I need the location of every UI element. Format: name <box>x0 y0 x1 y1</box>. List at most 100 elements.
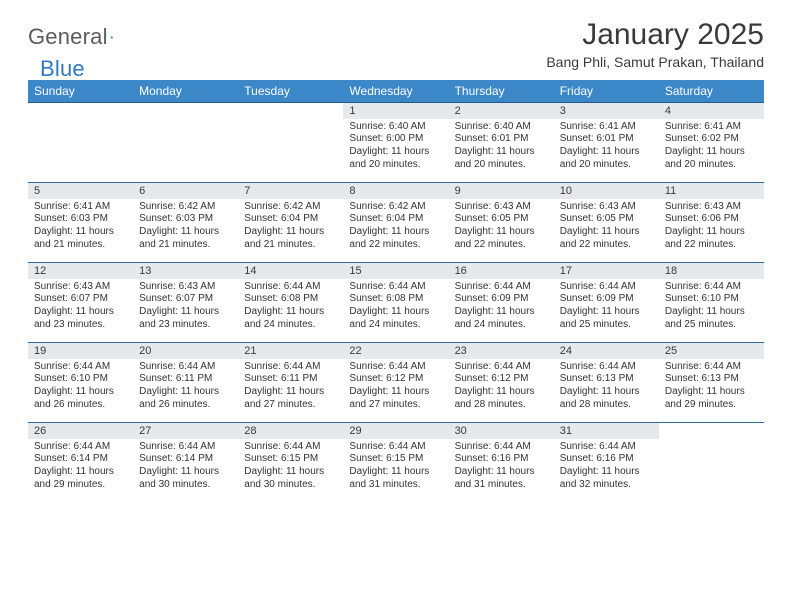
daylight-text: Daylight: 11 hours and 29 minutes. <box>665 386 758 412</box>
details-row: Sunrise: 6:44 AM Sunset: 6:10 PM Daylight:… <box>28 359 764 423</box>
daynum-row: 19202122232425 <box>28 343 764 359</box>
daylight-text: Daylight: 11 hours and 24 minutes. <box>455 306 548 332</box>
sunset-text: Sunset: 6:02 PM <box>665 133 758 146</box>
daynum-row: 567891011 <box>28 183 764 199</box>
details-row: Sunrise: 6:40 AMSunset: 6:00 PMDaylight:… <box>28 119 764 183</box>
day-details-cell: Sunrise: 6:43 AMSunset: 6:05 PMDaylight:… <box>449 199 554 263</box>
day-details-cell <box>28 119 133 183</box>
day-details-cell: Sunrise: 6:44 AMSunset: 6:15 PMDaylight:… <box>238 439 343 503</box>
daylight-text: Daylight: 11 hours and 20 minutes. <box>349 146 442 172</box>
sunset-text: Sunset: 6:05 PM <box>560 213 653 226</box>
day-number-cell: 20 <box>133 343 238 359</box>
daynum-row: 12131415161718 <box>28 263 764 279</box>
details-row: Sunrise: 6:43 AMSunset: 6:07 PMDaylight:… <box>28 279 764 343</box>
day-number-cell: 10 <box>554 183 659 199</box>
sunset-text: Sunset: 6:14 PM <box>34 453 127 466</box>
day-number-cell: 12 <box>28 263 133 279</box>
daylight-text: Daylight: 11 hours and 20 minutes. <box>665 146 758 172</box>
daynum-row: 1234 <box>28 103 764 119</box>
sunrise-text: Sunrise: 6:44 AM <box>455 361 548 374</box>
details-row: Sunrise: 6:41 AMSunset: 6:03 PMDaylight:… <box>28 199 764 263</box>
daylight-text: Daylight: 11 hours and 20 minutes. <box>455 146 548 172</box>
sunrise-text: Sunrise: 6:43 AM <box>665 201 758 214</box>
sunrise-text: Sunrise: 6:42 AM <box>244 201 337 214</box>
daylight-text: Daylight: 11 hours and 23 minutes. <box>139 306 232 332</box>
day-details-cell: Sunrise: 6:41 AMSunset: 6:03 PMDaylight:… <box>28 199 133 263</box>
sunset-text: Sunset: 6:08 PM <box>349 293 442 306</box>
daylight-text: Daylight: 11 hours and 29 minutes. <box>34 466 127 492</box>
day-number-cell: 3 <box>554 103 659 119</box>
daylight-text: Daylight: 11 hours and 22 minutes. <box>665 226 758 252</box>
sunrise-text: Sunrise: 6:44 AM <box>139 441 232 454</box>
day-details-cell: Sunrise: 6:42 AMSunset: 6:03 PMDaylight:… <box>133 199 238 263</box>
day-details-cell: Sunrise: 6:44 AMSunset: 6:10 PMDaylight:… <box>28 359 133 423</box>
day-number-cell: 6 <box>133 183 238 199</box>
daylight-text: Daylight: 11 hours and 22 minutes. <box>349 226 442 252</box>
details-row: Sunrise: 6:44 AMSunset: 6:14 PMDaylight:… <box>28 439 764 503</box>
sunset-text: Sunset: 6:07 PM <box>139 293 232 306</box>
day-details-cell: Sunrise: 6:44 AMSunset: 6:08 PMDaylight:… <box>343 279 448 343</box>
day-number-cell: 27 <box>133 423 238 439</box>
daylight-text: Daylight: 11 hours and 21 minutes. <box>34 226 127 252</box>
day-details-cell: Sunrise: 6:44 AMSunset: 6:15 PMDaylight:… <box>343 439 448 503</box>
day-details-cell: Sunrise: 6:43 AMSunset: 6:07 PMDaylight:… <box>28 279 133 343</box>
sunset-text: Sunset: 6:03 PM <box>34 213 127 226</box>
sunrise-text: Sunrise: 6:43 AM <box>139 281 232 294</box>
day-number-cell <box>659 423 764 439</box>
location: Bang Phli, Samut Prakan, Thailand <box>546 54 764 70</box>
sunset-text: Sunset: 6:13 PM <box>560 373 653 386</box>
day-number-cell: 31 <box>554 423 659 439</box>
day-details-cell: Sunrise: 6:44 AMSunset: 6:11 PMDaylight:… <box>238 359 343 423</box>
sunset-text: Sunset: 6:04 PM <box>349 213 442 226</box>
logo: General <box>28 18 134 50</box>
sunrise-text: Sunrise: 6:43 AM <box>560 201 653 214</box>
daylight-text: Daylight: 11 hours and 30 minutes. <box>139 466 232 492</box>
logo-sail-icon <box>110 27 114 47</box>
daylight-text: Daylight: 11 hours and 30 minutes. <box>244 466 337 492</box>
daylight-text: Daylight: 11 hours and 28 minutes. <box>560 386 653 412</box>
daylight-text: Daylight: 11 hours and 31 minutes. <box>455 466 548 492</box>
daylight-text: Daylight: 11 hours and 28 minutes. <box>455 386 548 412</box>
day-details-cell <box>238 119 343 183</box>
day-number-cell: 13 <box>133 263 238 279</box>
day-number-cell: 30 <box>449 423 554 439</box>
sunset-text: Sunset: 6:09 PM <box>560 293 653 306</box>
daylight-text: Daylight: 11 hours and 20 minutes. <box>560 146 653 172</box>
daylight-text: Daylight: 11 hours and 23 minutes. <box>34 306 127 332</box>
sunset-text: Sunset: 6:16 PM <box>560 453 653 466</box>
sunrise-text: Sunrise: 6:44 AM <box>455 281 548 294</box>
sunset-text: Sunset: 6:08 PM <box>244 293 337 306</box>
daylight-text: Daylight: 11 hours and 24 minutes. <box>349 306 442 332</box>
day-details-cell: Sunrise: 6:40 AMSunset: 6:00 PMDaylight:… <box>343 119 448 183</box>
daylight-text: Daylight: 11 hours and 22 minutes. <box>455 226 548 252</box>
sunrise-text: Sunrise: 6:44 AM <box>665 281 758 294</box>
sunset-text: Sunset: 6:15 PM <box>244 453 337 466</box>
day-number-cell: 4 <box>659 103 764 119</box>
weekday-header: Thursday <box>449 80 554 103</box>
sunset-text: Sunset: 6:10 PM <box>665 293 758 306</box>
sunrise-text: Sunrise: 6:41 AM <box>560 121 653 134</box>
day-details-cell <box>659 439 764 503</box>
sunrise-text: Sunrise: 6:42 AM <box>349 201 442 214</box>
sunset-text: Sunset: 6:10 PM <box>34 373 127 386</box>
day-details-cell: Sunrise: 6:42 AMSunset: 6:04 PMDaylight:… <box>343 199 448 263</box>
day-details-cell <box>133 119 238 183</box>
sunset-text: Sunset: 6:15 PM <box>349 453 442 466</box>
weekday-header: Saturday <box>659 80 764 103</box>
weekday-header: Tuesday <box>238 80 343 103</box>
sunrise-text: Sunrise: 6:43 AM <box>455 201 548 214</box>
daylight-text: Daylight: 11 hours and 32 minutes. <box>560 466 653 492</box>
day-details-cell: Sunrise: 6:44 AMSunset: 6:08 PMDaylight:… <box>238 279 343 343</box>
sunrise-text: Sunrise: 6:41 AM <box>665 121 758 134</box>
day-number-cell: 24 <box>554 343 659 359</box>
day-number-cell: 25 <box>659 343 764 359</box>
sunrise-text: Sunrise: 6:40 AM <box>349 121 442 134</box>
day-number-cell: 8 <box>343 183 448 199</box>
sunrise-text: Sunrise: 6:44 AM <box>349 441 442 454</box>
sunset-text: Sunset: 6:12 PM <box>349 373 442 386</box>
sunrise-text: Sunrise: 6:44 AM <box>244 361 337 374</box>
daylight-text: Daylight: 11 hours and 26 minutes. <box>139 386 232 412</box>
sunrise-text: Sunrise: 6:44 AM <box>455 441 548 454</box>
day-details-cell: Sunrise: 6:44 AMSunset: 6:12 PMDaylight:… <box>343 359 448 423</box>
day-number-cell <box>28 103 133 119</box>
